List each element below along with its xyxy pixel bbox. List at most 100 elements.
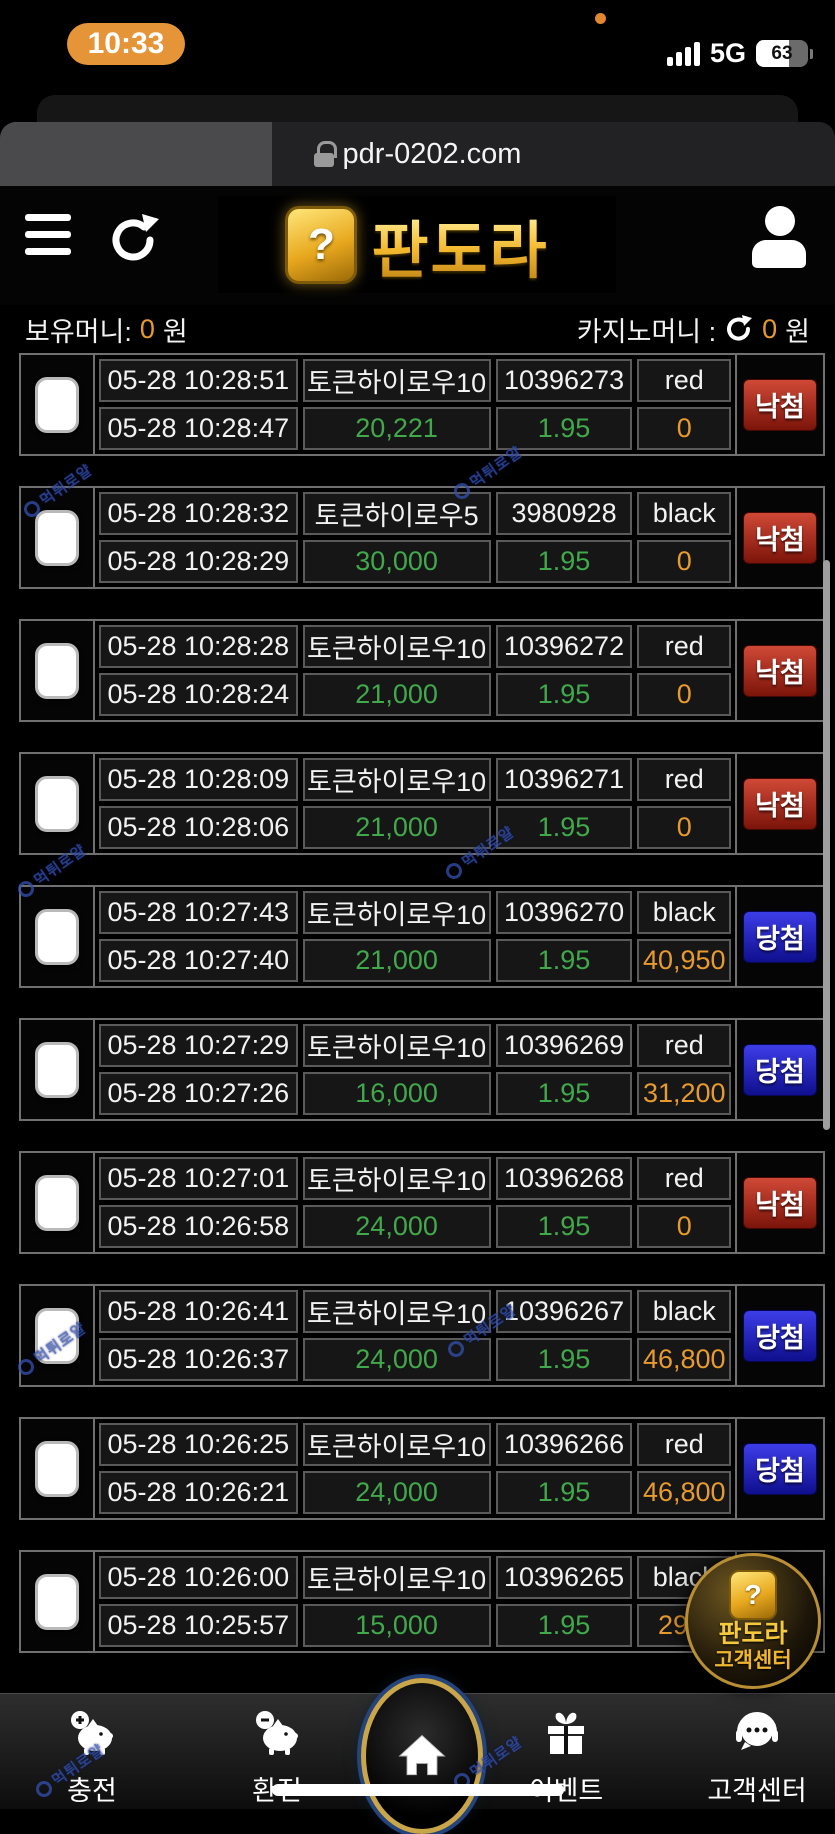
result-badge: 낙첨 (743, 378, 817, 431)
result-badge: 낙첨 (743, 511, 817, 564)
pick-value: red (637, 1157, 731, 1200)
piggy-minus-icon (251, 1706, 303, 1763)
round-number: 10396268 (495, 1157, 633, 1200)
bet-amount: 20,221 (302, 407, 491, 450)
win-amount: 0 (637, 407, 731, 450)
nav-item-충전[interactable]: 충전 (22, 1706, 162, 1808)
result-cell: 낙첨 (735, 621, 823, 720)
row-checkbox[interactable] (35, 908, 79, 965)
site-logo[interactable]: ? 판도라 (218, 196, 616, 293)
nav-home-button[interactable] (361, 1678, 483, 1834)
pick-value: red (637, 1423, 731, 1466)
odds-value: 1.95 (495, 1604, 633, 1647)
bet-amount: 16,000 (302, 1072, 491, 1115)
page-load-progress (0, 122, 272, 186)
result-badge: 낙첨 (743, 777, 817, 830)
bet-amount: 21,000 (302, 806, 491, 849)
game-name: 토큰하이로우10 (302, 359, 491, 402)
round-number: 10396267 (495, 1290, 633, 1333)
result-time: 05-28 10:28:29 (99, 540, 298, 583)
nav-item-고객센터[interactable]: 고객센터 (687, 1706, 827, 1808)
row-checkbox[interactable] (35, 1174, 79, 1231)
win-amount: 31,200 (637, 1072, 731, 1115)
row-checkbox[interactable] (35, 1041, 79, 1098)
row-checkbox[interactable] (35, 509, 79, 566)
result-badge: 낙첨 (743, 1176, 817, 1229)
network-type: 5G (709, 38, 746, 68)
casino-refresh-icon[interactable] (724, 314, 754, 344)
piggy-plus-icon (66, 1706, 118, 1763)
result-time: 05-28 10:27:26 (99, 1072, 298, 1115)
result-cell: 당첨 (735, 1020, 823, 1119)
result-badge: 당첨 (743, 1043, 817, 1096)
round-number: 10396269 (495, 1024, 633, 1067)
bet-time: 05-28 10:26:41 (99, 1290, 298, 1333)
pick-value: red (637, 625, 731, 668)
row-checkbox[interactable] (35, 775, 79, 832)
balance-bar: 보유머니: 0 원 카지노머니 : 0 원 (0, 305, 835, 353)
bet-row: 05-28 10:27:01 토큰하이로우10 10396268 red 05-… (19, 1151, 825, 1254)
bet-row: 05-28 10:27:29 토큰하이로우10 10396269 red 05-… (19, 1018, 825, 1121)
home-indicator[interactable] (272, 1784, 564, 1796)
bet-time: 05-28 10:27:01 (99, 1157, 298, 1200)
round-number: 10396273 (495, 359, 633, 402)
result-badge: 낙첨 (743, 644, 817, 697)
game-name: 토큰하이로우10 (302, 1024, 491, 1067)
floating-customer-center-button[interactable]: ? 판도라 고객센터 (685, 1553, 821, 1689)
row-checkbox[interactable] (35, 1573, 79, 1630)
round-number: 10396271 (495, 758, 633, 801)
browser-url-bar[interactable]: pdr-0202.com (0, 122, 835, 186)
row-select-cell (21, 355, 95, 454)
odds-value: 1.95 (495, 540, 633, 583)
row-checkbox[interactable] (35, 642, 79, 699)
result-badge: 당첨 (743, 910, 817, 963)
casino-money-label: 카지노머니 : (576, 316, 717, 347)
bet-amount: 21,000 (302, 673, 491, 716)
row-select-cell (21, 488, 95, 587)
profile-icon[interactable] (752, 206, 808, 268)
win-amount: 0 (637, 806, 731, 849)
win-amount: 0 (637, 1205, 731, 1248)
bet-row: 05-28 10:26:00 토큰하이로우10 10396265 black 0… (19, 1550, 825, 1653)
round-number: 3980928 (495, 492, 633, 535)
question-cube-icon: ? (285, 205, 358, 284)
row-select-cell (21, 1153, 95, 1252)
bet-row: 05-28 10:28:51 토큰하이로우10 10396273 red 05-… (19, 353, 825, 456)
bet-row: 05-28 10:26:25 토큰하이로우10 10396266 red 05-… (19, 1417, 825, 1520)
bet-time: 05-28 10:26:25 (99, 1423, 298, 1466)
lock-icon (313, 141, 337, 167)
fab-line1: 판도라 (718, 1619, 788, 1648)
odds-value: 1.95 (495, 939, 633, 982)
row-select-cell (21, 621, 95, 720)
game-name: 토큰하이로우10 (302, 1556, 491, 1599)
question-cube-icon: ? (729, 1569, 777, 1620)
bet-time: 05-28 10:27:43 (99, 891, 298, 934)
game-name: 토큰하이로우5 (302, 492, 491, 535)
row-checkbox[interactable] (35, 376, 79, 433)
bet-amount: 15,000 (302, 1604, 491, 1647)
bet-amount: 24,000 (302, 1205, 491, 1248)
win-amount: 0 (637, 540, 731, 583)
nav-label: 충전 (67, 1776, 117, 1806)
result-time: 05-28 10:28:06 (99, 806, 298, 849)
result-cell: 낙첨 (735, 488, 823, 587)
casino-money-unit: 원 (785, 316, 810, 347)
result-cell: 낙첨 (735, 754, 823, 853)
battery-icon: 63 (756, 40, 808, 67)
game-name: 토큰하이로우10 (302, 891, 491, 934)
row-checkbox[interactable] (35, 1440, 79, 1497)
bet-history-list: 05-28 10:28:51 토큰하이로우10 10396273 red 05-… (19, 353, 825, 1683)
bet-time: 05-28 10:28:51 (99, 359, 298, 402)
win-amount: 46,800 (637, 1338, 731, 1381)
result-cell: 당첨 (735, 887, 823, 986)
pick-value: black (637, 891, 731, 934)
game-name: 토큰하이로우10 (302, 758, 491, 801)
scrollbar-thumb[interactable] (823, 560, 830, 1130)
game-name: 토큰하이로우10 (302, 1423, 491, 1466)
refresh-icon[interactable] (103, 210, 163, 270)
hamburger-menu-icon[interactable] (25, 214, 71, 265)
odds-value: 1.95 (495, 1338, 633, 1381)
win-amount: 40,950 (637, 939, 731, 982)
row-checkbox[interactable] (35, 1307, 79, 1364)
odds-value: 1.95 (495, 1205, 633, 1248)
